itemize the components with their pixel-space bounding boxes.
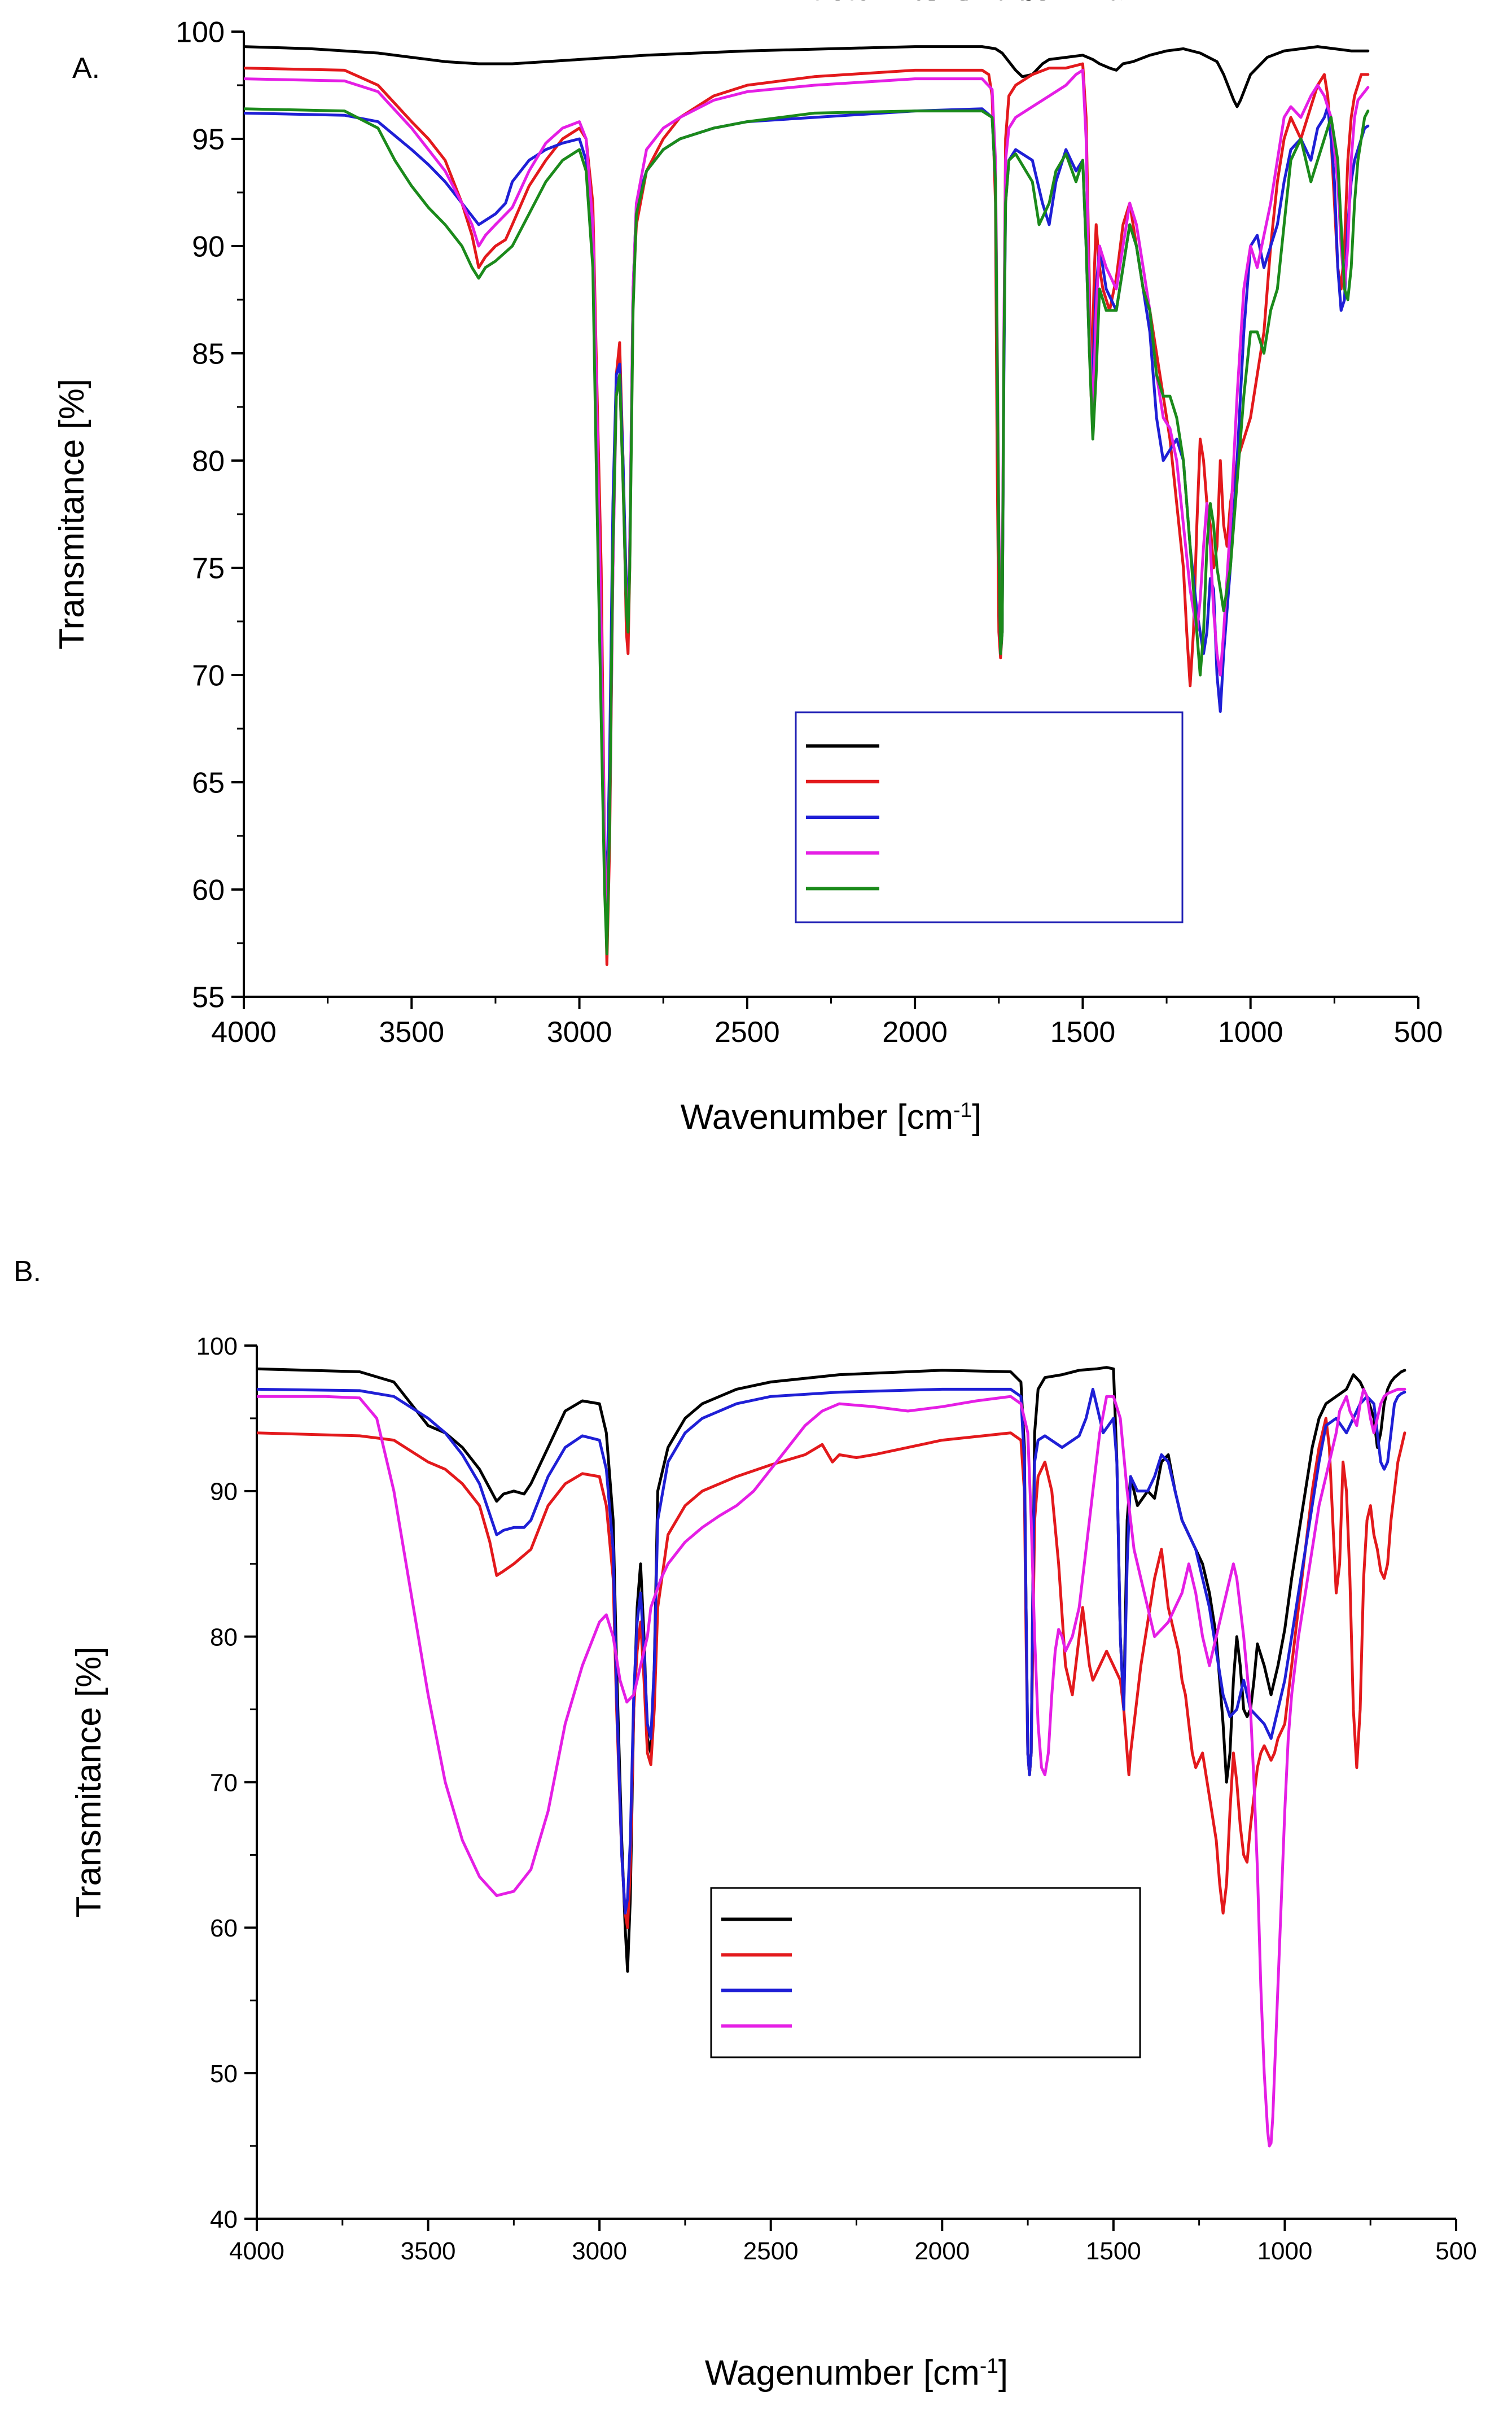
series-group (257, 1366, 1406, 2148)
y-tick-label: 80 (192, 445, 225, 478)
y-axis-label: Transmitance [%] (52, 379, 91, 650)
panel-label: B. (14, 1255, 41, 1288)
y-tick-label: 55 (192, 982, 225, 1014)
legend-label: NLC-HA (884, 0, 993, 7)
x-tick-label: 4000 (211, 1016, 277, 1049)
legend-box (710, 1887, 1141, 2058)
y-tick-label: 90 (210, 1478, 238, 1506)
y-tick-label: 100 (176, 16, 225, 49)
legend-label: HA (884, 0, 925, 7)
legend-label: NLC-UV Abs (884, 0, 1050, 7)
legend: HANLCNLC-UV AbsNLC-HANLC-UV Abs-HA a (795, 0, 1184, 923)
x-tick-label: 1000 (1218, 1016, 1283, 1049)
x-tick-label: 1000 (1257, 2237, 1312, 2265)
y-tick-label: 60 (210, 1914, 238, 1942)
series-line-rprf (257, 1387, 1406, 2148)
y-tick-label: 95 (192, 124, 225, 156)
series-line-nlc-uv-abs-ha-a (244, 107, 1370, 956)
y-axis-label: Transmitance [%] (69, 1646, 108, 1917)
x-tick-label: 2500 (715, 1016, 780, 1049)
x-tick-label: 3500 (379, 1016, 444, 1049)
legend-label: NLC (796, 0, 846, 6)
y-tick-label: 80 (210, 1624, 238, 1651)
legend-label: NLC-UV Abs-RPRF-HA (796, 0, 1056, 6)
y-tick-label: 60 (192, 874, 225, 907)
chart-panel-a: A. 55 60 65 70 75 80 85 90 95 100 4000 3500 3000 2500 2… (52, 0, 1443, 1137)
x-tick-label: 500 (1435, 2237, 1476, 2265)
y-tick-label: 40 (210, 2206, 238, 2233)
x-tick-label: 2000 (882, 1016, 948, 1049)
series-line-ha (244, 45, 1370, 108)
x-tick-label: 3000 (547, 1016, 612, 1049)
series-group (244, 45, 1370, 966)
y-tick-label: 65 (192, 767, 225, 800)
x-tick-label: 1500 (1086, 2237, 1141, 2265)
x-tick-label: 1500 (1050, 1016, 1116, 1049)
y-tick-label: 90 (192, 231, 225, 264)
y-tick-label: 85 (192, 338, 225, 371)
legend-label: NLC-UV Abs-RPRF (796, 0, 1013, 6)
y-tick-label: 75 (192, 553, 225, 585)
legend-label: NLC (884, 0, 943, 7)
legend-label: NLC-UV Abs-HA a (884, 0, 1124, 7)
y-tick-label: 100 (196, 1333, 238, 1360)
x-tick-label: 3000 (572, 2237, 627, 2265)
y-tick-label: 70 (192, 660, 225, 693)
y-tick-label: 70 (210, 1769, 238, 1797)
legend: NLCNLC-UV Abs-RPRFNLC-UV Abs-RPRF-HARPRF (710, 0, 1141, 2058)
y-tick-label: 50 (210, 2060, 238, 2088)
x-axis-label: Wagenumber [cm-1] (705, 2354, 1008, 2393)
x-tick-label: 3500 (401, 2237, 456, 2265)
x-tick-label: 2000 (914, 2237, 970, 2265)
x-tick-label: 4000 (229, 2237, 284, 2265)
x-axis-label: Wavenumber [cm-1] (681, 1098, 982, 1137)
x-tick-label: 2500 (743, 2237, 799, 2265)
legend-label: RPRF (796, 0, 864, 6)
panel-label: A. (72, 52, 100, 85)
chart-panel-b: B. 40 50 60 70 80 90 100 4000 3500 3000 2500 2000 150… (14, 0, 1477, 2393)
series-line-nlc-uv-abs-rprf-ha (257, 1387, 1406, 1915)
x-tick-label: 500 (1394, 1016, 1443, 1049)
